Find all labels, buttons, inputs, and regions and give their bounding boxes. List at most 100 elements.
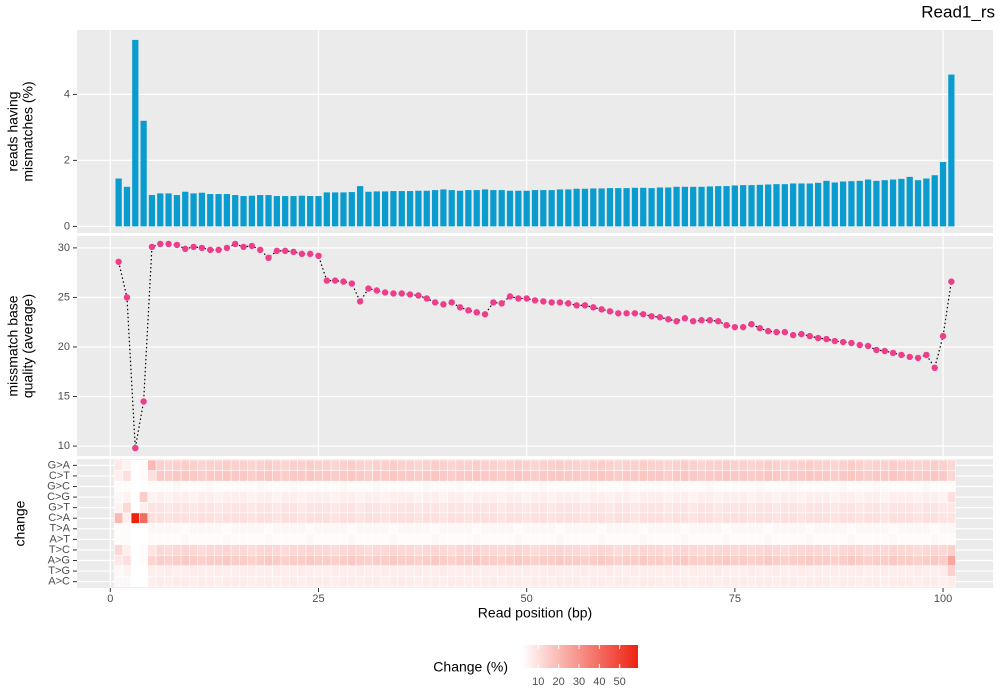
heatmap-cell xyxy=(946,502,956,514)
bar xyxy=(115,178,122,227)
heatmap-cell xyxy=(414,576,423,588)
heatmap-cell xyxy=(622,480,632,493)
heatmap-cell xyxy=(705,565,715,577)
heatmap-cell xyxy=(472,544,482,556)
heatmap-cell xyxy=(538,491,548,503)
heatmap-cell xyxy=(580,491,590,503)
heatmap-cell xyxy=(847,565,856,577)
heatmap-cell xyxy=(322,576,332,588)
heatmap-cell xyxy=(788,523,798,535)
heatmap-cell xyxy=(855,544,865,556)
heatmap-cell xyxy=(322,523,332,535)
point xyxy=(665,316,672,323)
point xyxy=(706,317,714,324)
x-tick-label: 0 xyxy=(107,593,113,605)
heatmap-cell xyxy=(622,544,632,556)
heatmap-cell xyxy=(663,491,673,503)
heatmap-cell xyxy=(222,459,232,471)
heatmap-cell xyxy=(838,523,848,535)
heatmap-cell xyxy=(605,576,615,588)
heatmap-cell xyxy=(214,576,223,588)
heatmap-cell xyxy=(830,470,840,482)
bar xyxy=(573,188,580,227)
heatmap-cell xyxy=(214,544,223,556)
bar xyxy=(706,186,713,227)
heatmap-cell xyxy=(555,480,565,493)
heatmap-cell xyxy=(605,459,615,471)
heatmap-cell xyxy=(638,459,648,471)
point xyxy=(640,311,647,318)
heatmap-cell xyxy=(155,491,165,503)
heatmap-cell xyxy=(264,544,273,556)
heatmap-cell xyxy=(847,480,856,493)
point xyxy=(465,307,472,314)
heatmap-cell xyxy=(422,554,432,567)
point xyxy=(498,300,505,307)
point xyxy=(831,337,838,345)
heatmap-cell xyxy=(838,502,848,514)
heatmap-cell xyxy=(605,480,615,493)
heatmap-cell xyxy=(214,459,223,471)
heatmap-cell xyxy=(355,544,365,556)
heatmap-cell xyxy=(930,533,940,545)
y-tick-label: C>T xyxy=(49,470,70,482)
heatmap-cell xyxy=(222,470,232,482)
heatmap-cell xyxy=(622,533,632,545)
heatmap-cell xyxy=(147,512,157,524)
bar xyxy=(931,175,938,227)
heatmap-cell xyxy=(355,512,365,524)
heatmap-cell xyxy=(913,554,923,567)
bar xyxy=(465,190,472,227)
heatmap-cell xyxy=(422,523,432,535)
heatmap-cell xyxy=(780,459,790,471)
heatmap-cell xyxy=(930,512,940,524)
heatmap-cell xyxy=(688,533,698,545)
heatmap-cell xyxy=(797,523,806,535)
heatmap-cell xyxy=(347,459,357,471)
heatmap-cell xyxy=(513,512,523,524)
point xyxy=(198,244,206,252)
heatmap-cell xyxy=(438,512,448,524)
heatmap-cell xyxy=(472,565,482,577)
bar xyxy=(357,186,364,227)
heatmap-cell xyxy=(522,523,532,535)
heatmap-cell xyxy=(938,512,948,524)
point xyxy=(390,290,397,297)
heatmap-cell xyxy=(305,533,315,545)
heatmap-cell xyxy=(530,502,540,514)
heatmap-cell xyxy=(380,459,390,471)
heatmap-cell xyxy=(280,491,290,503)
heatmap-cell xyxy=(780,523,790,535)
heatmap-cell xyxy=(497,523,507,535)
heatmap-cell xyxy=(663,554,673,567)
heatmap-cell xyxy=(322,533,332,545)
heatmap-cell xyxy=(672,470,681,482)
heatmap-cell xyxy=(688,459,698,471)
heatmap-cell xyxy=(505,491,515,503)
heatmap-cell xyxy=(822,459,831,471)
heatmap-cell xyxy=(655,533,665,545)
heatmap-cell xyxy=(214,480,223,493)
heatmap-cell xyxy=(497,565,507,577)
heatmap-cell xyxy=(888,523,898,535)
heatmap-cell xyxy=(738,502,748,514)
heatmap-cell xyxy=(563,470,573,482)
point xyxy=(864,342,872,350)
heatmap-cell xyxy=(164,544,174,556)
heatmap-cell xyxy=(372,491,382,503)
heatmap-cell xyxy=(613,480,623,493)
heatmap-cell xyxy=(380,502,390,514)
heatmap-cell xyxy=(755,565,765,577)
point xyxy=(140,398,147,405)
bar xyxy=(348,192,355,227)
heatmap-cell xyxy=(938,576,948,588)
heatmap-cell xyxy=(463,512,473,524)
heatmap-cell xyxy=(513,470,523,482)
heatmap-cell xyxy=(264,523,273,535)
heatmap-cell xyxy=(405,544,415,556)
heatmap-cell xyxy=(722,533,731,545)
heatmap-cell xyxy=(305,576,315,588)
heatmap-cell xyxy=(314,554,323,567)
heatmap-cell xyxy=(447,523,457,535)
heatmap-cell xyxy=(430,565,440,577)
